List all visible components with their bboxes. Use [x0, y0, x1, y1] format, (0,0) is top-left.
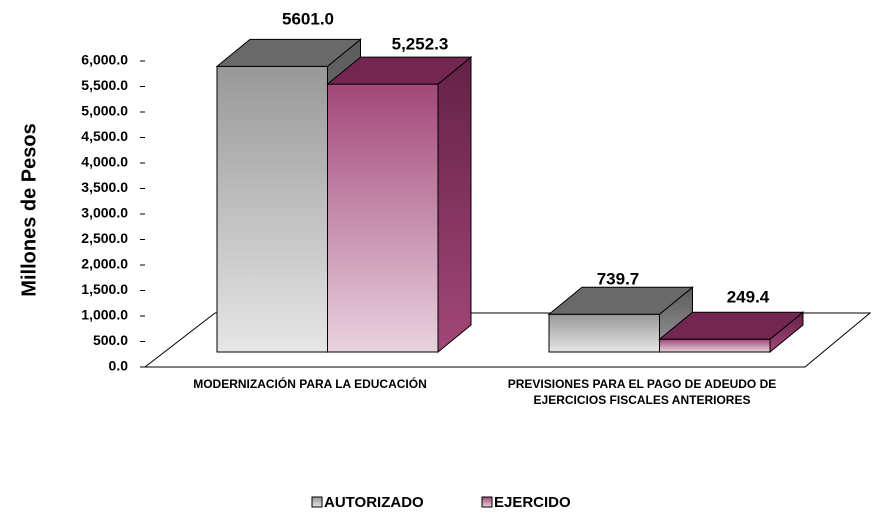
legend-label: EJERCIDO — [494, 494, 571, 511]
bar-top — [215, 38, 362, 67]
bar — [658, 311, 805, 354]
y-tick-label: 4,500.0 — [81, 128, 128, 144]
y-tick-label: 2,500.0 — [81, 230, 128, 246]
y-tick-label: 5,000.0 — [81, 103, 128, 119]
bar-top — [547, 286, 694, 315]
value-label: 5601.0 — [282, 9, 334, 28]
value-label: 739.7 — [597, 269, 640, 288]
y-axis-title: Millones de Pesos — [18, 123, 40, 296]
x-tick-label: MODERNIZACIÓN PARA LA EDUCACIÓN — [193, 377, 427, 391]
x-tick-text: PREVISIONES PARA EL PAGO DE ADEUDO DE EJ… — [507, 377, 777, 407]
x-tick-label: PREVISIONES PARA EL PAGO DE ADEUDO DE EJ… — [507, 377, 777, 407]
bar — [326, 56, 473, 354]
value-label: 5,252.3 — [392, 34, 449, 53]
y-tick-label: 2,000.0 — [81, 256, 128, 272]
bar-front — [216, 65, 328, 353]
bar-top — [658, 311, 805, 340]
y-tick-label: 6,000.0 — [81, 52, 128, 68]
y-tick-label: 1,500.0 — [81, 281, 128, 297]
y-tick-label: 0.0 — [109, 358, 129, 374]
y-tick-label: 3,500.0 — [81, 179, 128, 195]
y-tick-label: 3,000.0 — [81, 205, 128, 221]
bar-front — [327, 83, 439, 353]
y-tick-label: 1,000.0 — [81, 307, 128, 323]
x-tick-text: MODERNIZACIÓN PARA LA EDUCACIÓN — [193, 377, 427, 391]
bar-side — [437, 56, 472, 354]
bar-front — [659, 338, 771, 353]
value-label: 249.4 — [727, 287, 770, 306]
y-tick-label: 5,500.0 — [81, 77, 128, 93]
bar-front — [548, 313, 660, 353]
bar-top — [326, 56, 473, 85]
y-tick-label: 4,000.0 — [81, 154, 128, 170]
legend-swatch — [481, 496, 493, 508]
legend-label: AUTORIZADO — [324, 494, 424, 511]
legend-swatch — [311, 496, 323, 508]
y-tick-label: 500.0 — [93, 332, 128, 348]
